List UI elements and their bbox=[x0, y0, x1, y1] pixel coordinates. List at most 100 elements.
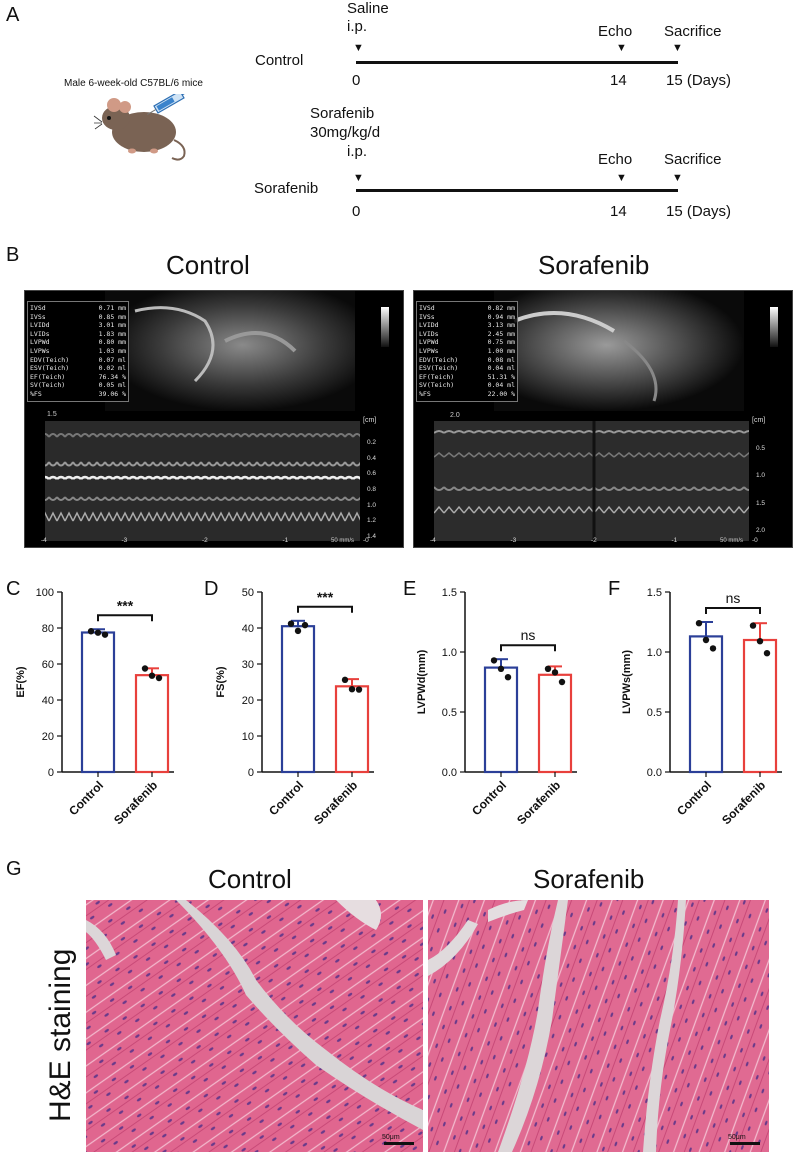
echo-axis-tick: -0 bbox=[752, 537, 758, 544]
echo-sorafenib-title: Sorafenib bbox=[538, 250, 650, 280]
measurement-row: LVIDd 3.01 mm bbox=[30, 321, 126, 330]
measurement-value: 22.00 % bbox=[487, 389, 515, 398]
measurement-label: LVPWd bbox=[30, 338, 50, 347]
y-tick-label: 1.0 bbox=[442, 647, 457, 659]
arrow-marker: ▼ bbox=[672, 42, 683, 54]
y-axis-label: FS(%) bbox=[215, 666, 227, 698]
measurement-row: SV(Teich) 0.05 ml bbox=[30, 381, 126, 390]
panel-g-letter: G bbox=[6, 858, 22, 880]
panel-b-letter: B bbox=[6, 244, 20, 266]
echo-axis-tick: 2.0 bbox=[756, 527, 766, 535]
chart-ef: 0 20 40 60 80 100 EF(%) Control Sorafenib *** bbox=[15, 587, 174, 827]
echo-axis-tick: 1.2 bbox=[367, 517, 377, 525]
measurement-label: SV(Teich) bbox=[30, 381, 66, 390]
arrow-marker: ▼ bbox=[616, 172, 627, 184]
he-sorafenib-scale-bar: 50μm bbox=[728, 1134, 746, 1141]
data-point bbox=[87, 628, 95, 635]
significance-label: *** bbox=[317, 589, 334, 605]
timeline-control-sacrifice: Sacrifice bbox=[664, 23, 722, 40]
data-point bbox=[148, 672, 156, 679]
data-point bbox=[749, 622, 757, 629]
measurement-value: 0.04 ml bbox=[487, 364, 515, 373]
echo-axis-tick: 0.8 bbox=[367, 486, 377, 493]
y-tick-label: 10 bbox=[242, 731, 254, 743]
echo-control-scale-top: 1.5 bbox=[47, 411, 57, 418]
echo-axis-tick: 0.2 bbox=[367, 438, 377, 446]
y-axis-label: LVPWd(mm) bbox=[416, 649, 428, 714]
measurement-row: EDV(Teich) 0.07 ml bbox=[30, 356, 126, 365]
data-point bbox=[301, 621, 309, 629]
timeline-sorafenib-day0: 0 bbox=[352, 203, 361, 220]
y-axis-label: LVPWs(mm) bbox=[621, 650, 633, 714]
timeline-control-echo: Echo bbox=[598, 23, 633, 40]
measurement-value: 0.05 ml bbox=[98, 381, 126, 390]
echo-axis-tick: -0 bbox=[363, 537, 369, 544]
arrow-marker: ▼ bbox=[672, 172, 683, 184]
measurement-label: IVSd bbox=[419, 304, 435, 312]
measurement-value: 1.00 mm bbox=[487, 346, 515, 355]
data-point bbox=[504, 674, 512, 681]
y-tick-label: 20 bbox=[242, 695, 254, 707]
he-image-sorafenib-graphic bbox=[428, 900, 769, 1152]
bar-control bbox=[688, 635, 724, 774]
measurement-value: 1.83 mm bbox=[98, 329, 126, 338]
measurement-label: %FS bbox=[419, 389, 431, 398]
data-point bbox=[497, 665, 505, 672]
measurement-value: 0.04 ml bbox=[487, 381, 515, 390]
data-point bbox=[695, 620, 703, 627]
echo-control-speed: 50 mm/s bbox=[331, 538, 355, 544]
timeline-control-line bbox=[356, 61, 678, 64]
measurement-value: 0.85 mm bbox=[98, 312, 126, 321]
measurement-label: EF(Teich) bbox=[30, 372, 66, 381]
measurement-row: IVSs 0.94 mm bbox=[419, 313, 515, 322]
measurement-row: EF(Teich) 76.34 % bbox=[30, 373, 126, 382]
echo-axis-tick: -4 bbox=[41, 537, 47, 544]
measurement-row: EDV(Teich) 0.08 ml bbox=[419, 356, 515, 365]
data-point bbox=[101, 631, 109, 638]
measurement-value: 0.75 mm bbox=[487, 338, 515, 347]
echo-image-sorafenib: IVSd 0.82 mm IVSs 0.94 mm LVIDd 3.13 mm LVIDs 2… bbox=[413, 290, 793, 548]
y-tick-label: 80 bbox=[42, 623, 54, 635]
measurement-label: SV(Teich) bbox=[419, 381, 455, 390]
he-image-control-graphic bbox=[86, 900, 423, 1152]
echo-control-title: Control bbox=[166, 250, 250, 280]
category-label: Sorafenib bbox=[514, 778, 563, 827]
y-axis-label: EF(%) bbox=[15, 666, 27, 698]
echo-axis-tick: 1.5 bbox=[756, 499, 766, 507]
measurement-row: ESV(Teich) 0.04 ml bbox=[419, 364, 515, 373]
arrow-marker: ▼ bbox=[616, 42, 627, 54]
data-point bbox=[763, 650, 771, 657]
y-tick-label: 0 bbox=[48, 767, 54, 779]
measurement-row: IVSs 0.85 mm bbox=[30, 313, 126, 322]
y-tick-label: 40 bbox=[42, 695, 54, 707]
timeline-control-day14: 14 bbox=[610, 72, 627, 89]
echo-control-depth-axis: 0.2 0.4 0.6 0.8 1.0 1.2 1.4 bbox=[365, 431, 395, 541]
measurement-label: ESV(Teich) bbox=[419, 364, 459, 373]
measurement-row: LVIDd 3.13 mm bbox=[419, 321, 515, 330]
y-tick-label: 0 bbox=[248, 767, 254, 779]
timeline-control-day0: 0 bbox=[352, 72, 361, 89]
measurement-row: IVSd 0.82 mm bbox=[419, 304, 515, 313]
panel-d-letter: D bbox=[204, 578, 219, 600]
echo-sorafenib-unit: [cm] bbox=[752, 417, 766, 424]
echo-axis-tick: -3 bbox=[121, 537, 128, 544]
measurement-row: LVPWs 1.00 mm bbox=[419, 347, 515, 356]
measurement-label: EDV(Teich) bbox=[30, 355, 70, 364]
chart-lvpwd: 0.0 0.5 1.0 1.5 LVPWd(mm) Control Sorafenib ns bbox=[416, 587, 577, 827]
timeline-sorafenib-group: Sorafenib bbox=[254, 180, 319, 197]
measurement-row: IVSd 0.71 mm bbox=[30, 304, 126, 313]
measurement-row: %FS 22.00 % bbox=[419, 390, 515, 399]
timeline-sorafenib-echo: Echo bbox=[598, 151, 633, 168]
measurement-value: 0.80 mm bbox=[98, 338, 126, 347]
he-row-label: H&E staining bbox=[44, 948, 77, 1122]
timeline-control-treatment: Saline i.p. bbox=[347, 0, 389, 36]
data-point bbox=[558, 678, 566, 686]
measurement-value: 39.06 % bbox=[98, 389, 126, 398]
data-point bbox=[341, 676, 349, 684]
significance-bracket bbox=[297, 605, 353, 613]
measurement-value: 76.34 % bbox=[98, 372, 126, 381]
measurement-label: IVSs bbox=[30, 312, 46, 321]
panel-c-letter: C bbox=[6, 578, 21, 600]
timeline-sorafenib-day15: 15 (Days) bbox=[666, 203, 732, 220]
measurement-label: EF(Teich) bbox=[419, 372, 455, 381]
